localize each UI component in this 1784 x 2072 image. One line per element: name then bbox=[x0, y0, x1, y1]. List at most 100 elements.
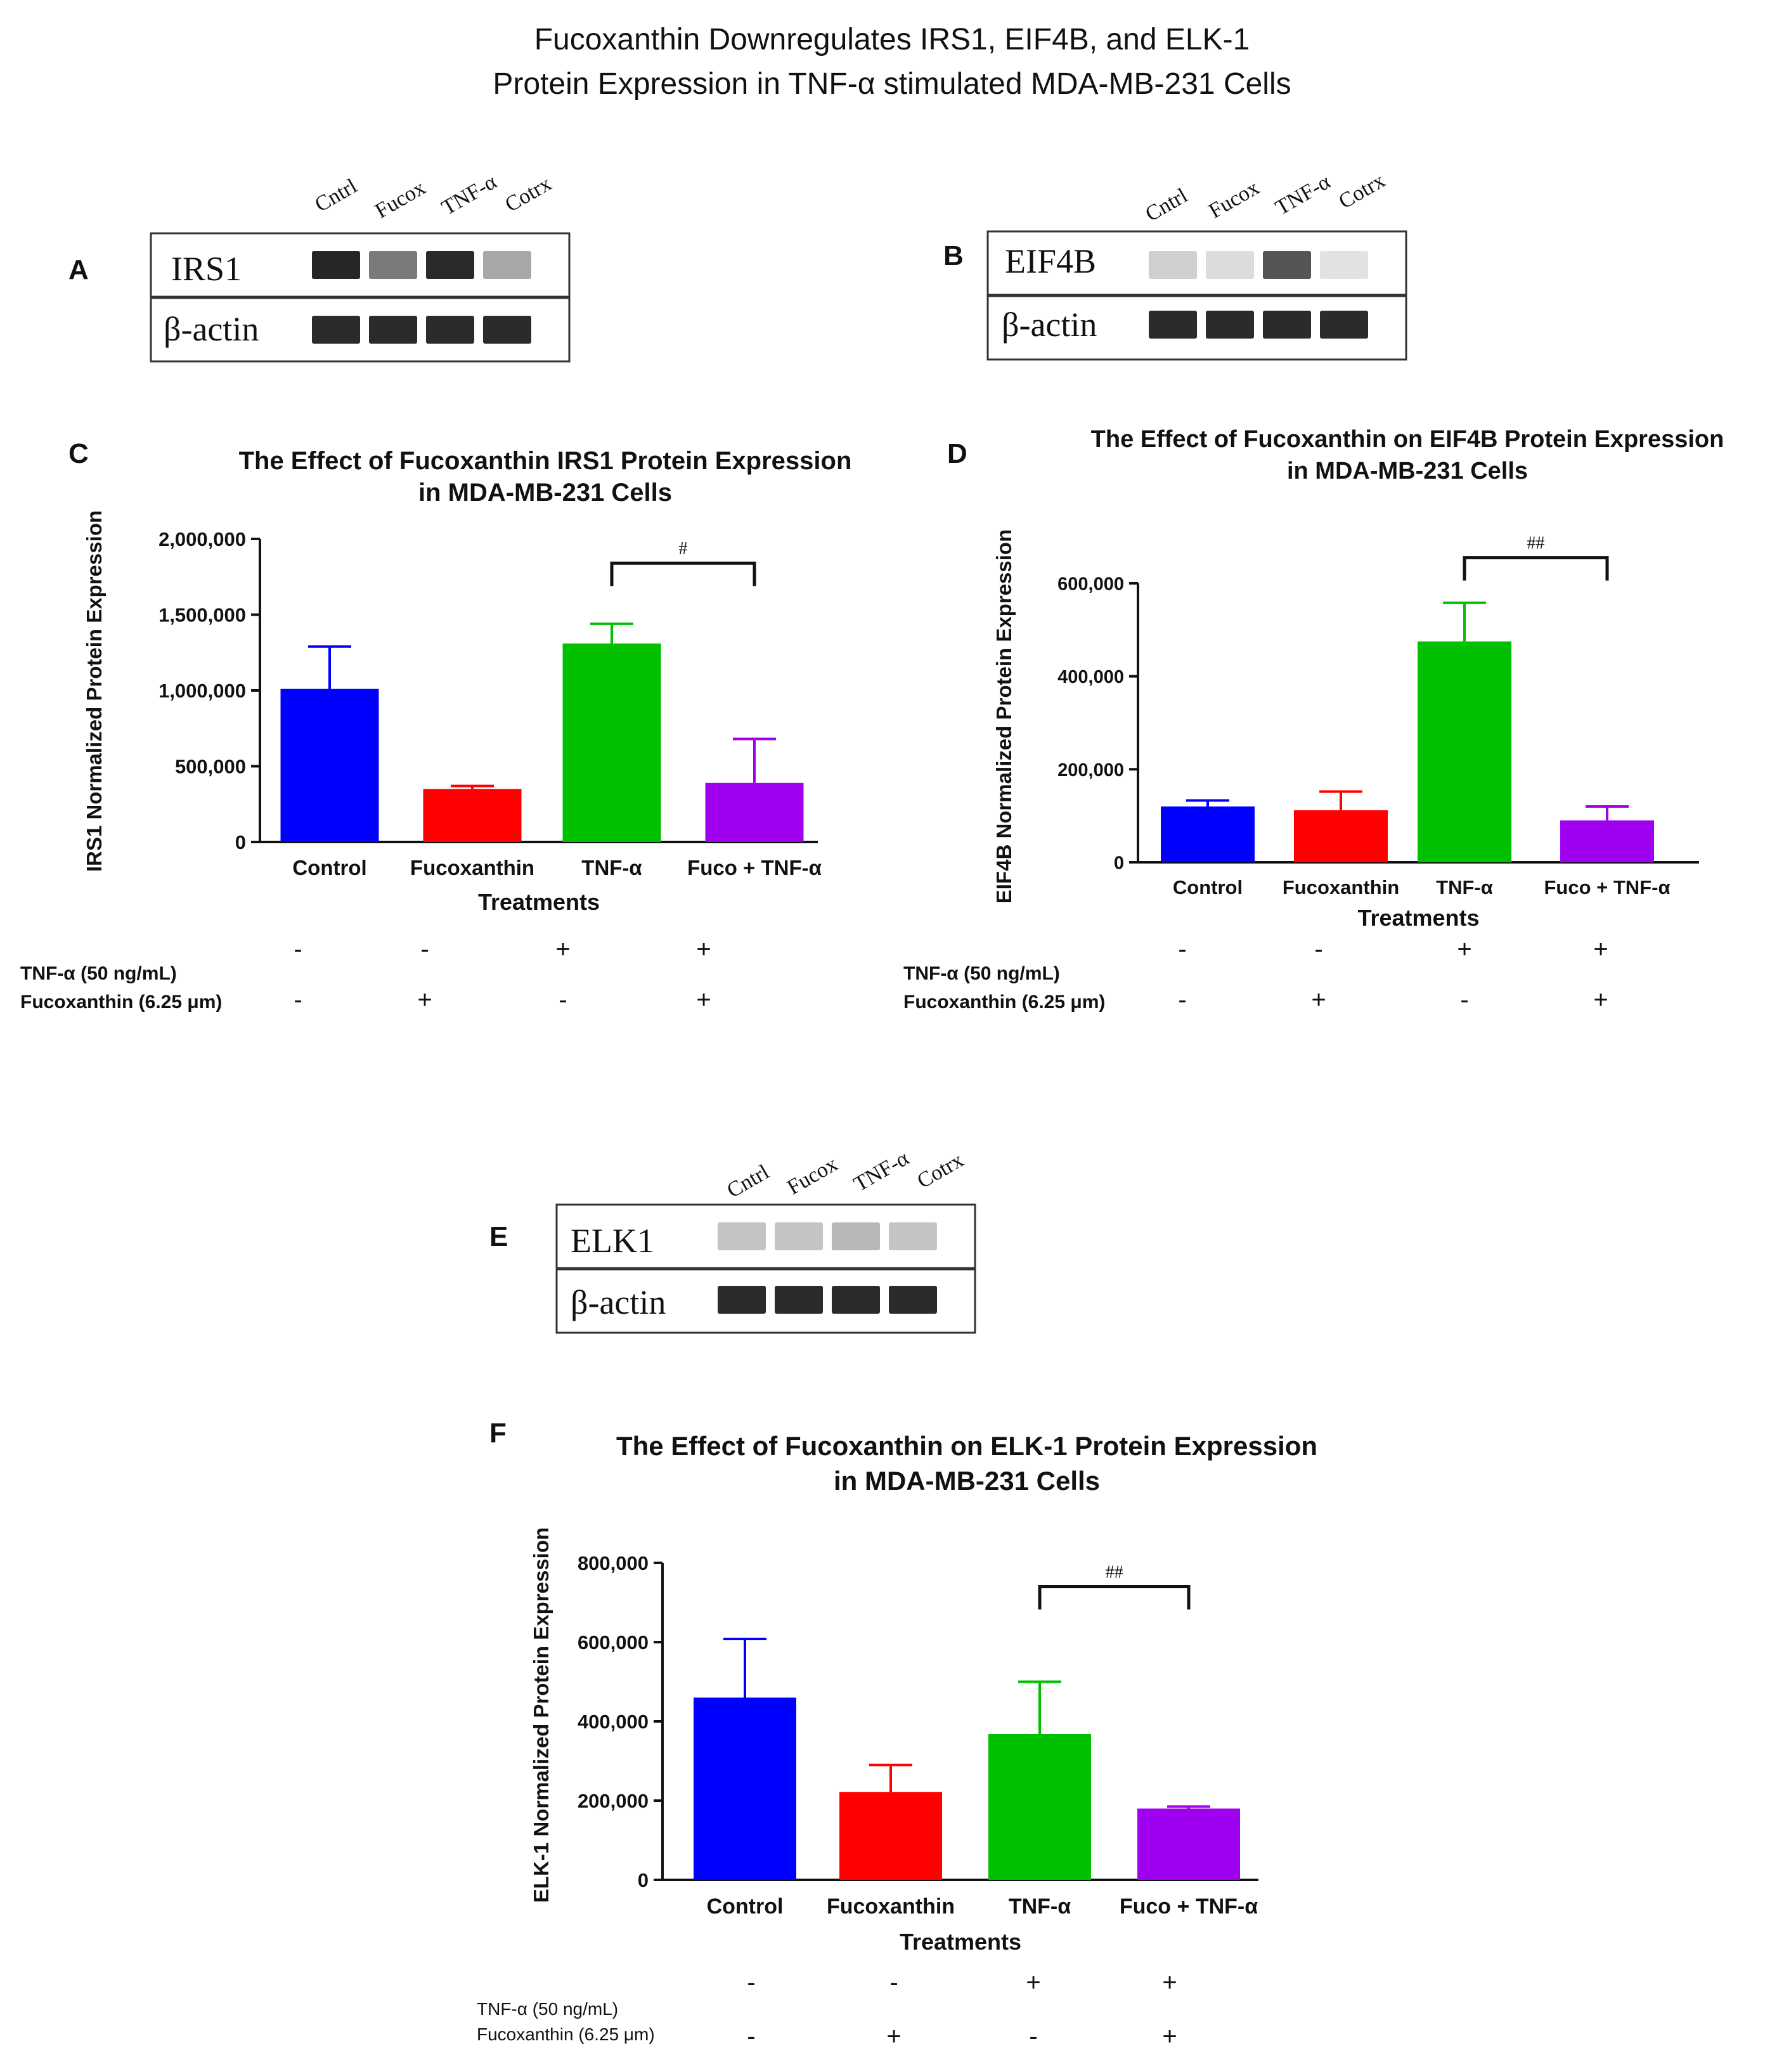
lane-label-fucox: Fucox bbox=[784, 1152, 842, 1200]
treatment-sign: + bbox=[1593, 935, 1608, 963]
y-tick-label: 200,000 bbox=[1057, 760, 1124, 780]
category-label: TNF-α bbox=[581, 856, 642, 879]
y-tick-label: 400,000 bbox=[578, 1711, 649, 1733]
lane-labels: Cntrl Fucox TNF-α Cotrx bbox=[311, 170, 556, 223]
treatment-label-tnf: TNF-α (50 ng/mL) bbox=[477, 1999, 618, 2019]
treatment-sign: + bbox=[1026, 1969, 1040, 1997]
significance-bracket bbox=[610, 561, 756, 586]
blot-band bbox=[369, 251, 417, 279]
lane-labels: Cntrl Fucox TNF-α Cotrx bbox=[723, 1146, 968, 1203]
lane-label-tnf: TNF-α bbox=[1272, 170, 1335, 220]
treatment-sign: + bbox=[1593, 986, 1608, 1014]
bar-chart-eif4b: The Effect of Fucoxanthin on EIF4B Prote… bbox=[992, 426, 1724, 931]
treatment-sign: - bbox=[747, 2023, 755, 2050]
blot-row-label-beta-actin: β-actin bbox=[1002, 306, 1097, 344]
panel-letter-b: B bbox=[943, 240, 964, 271]
y-axis-label: EIF4B Normalized Protein Expression bbox=[992, 529, 1016, 904]
blot-row-label-beta-actin: β-actin bbox=[571, 1283, 666, 1321]
treatment-sign: - bbox=[1178, 986, 1186, 1014]
y-tick-label: 800,000 bbox=[578, 1552, 649, 1574]
bar bbox=[423, 789, 522, 842]
y-tick-label: 400,000 bbox=[1057, 667, 1124, 687]
treatment-sign: - bbox=[294, 986, 302, 1014]
chart-title: in MDA-MB-231 Cells bbox=[418, 479, 672, 507]
y-tick-label: 1,000,000 bbox=[158, 680, 246, 702]
lane-label-fucox: Fucox bbox=[372, 176, 430, 223]
treatment-label-fucoxanthin: Fucoxanthin (6.25 μm) bbox=[903, 992, 1105, 1013]
treatment-sign: + bbox=[555, 935, 570, 963]
blot-row-label-irs1: IRS1 bbox=[171, 250, 242, 288]
bar bbox=[839, 1792, 942, 1880]
treatment-sign: + bbox=[1162, 1969, 1177, 1997]
treatment-sign: - bbox=[1178, 935, 1186, 963]
blot-band bbox=[718, 1286, 766, 1314]
figure-title-line2: Protein Expression in TNF-α stimulated M… bbox=[493, 67, 1291, 101]
treatment-sign: + bbox=[886, 2023, 901, 2050]
category-label: Fuco + TNF-α bbox=[687, 856, 822, 879]
blot-band bbox=[1149, 251, 1197, 279]
bar-chart-irs1: The Effect of Fucoxanthin IRS1 Protein E… bbox=[82, 447, 851, 915]
bar bbox=[1418, 641, 1511, 862]
blot-band bbox=[775, 1286, 823, 1314]
treatment-sign: - bbox=[1460, 986, 1468, 1014]
lane-label-fucox: Fucox bbox=[1205, 176, 1264, 223]
bar bbox=[1560, 820, 1654, 862]
lane-label-cntrl: Cntrl bbox=[1142, 184, 1192, 226]
treatment-sign: - bbox=[1029, 2023, 1037, 2050]
treatment-legend-f: TNF-α (50 ng/mL) Fucoxanthin (6.25 μm) - - -… bbox=[477, 1969, 1177, 2050]
y-tick-label: 0 bbox=[638, 1869, 649, 1891]
treatment-sign: + bbox=[696, 986, 711, 1014]
bar bbox=[1161, 806, 1255, 862]
treatment-label-fucoxanthin: Fucoxanthin (6.25 μm) bbox=[477, 2024, 655, 2044]
lane-label-tnf: TNF-α bbox=[438, 170, 501, 220]
blot-row-label-beta-actin: β-actin bbox=[164, 310, 259, 348]
y-tick-label: 600,000 bbox=[1057, 574, 1124, 594]
category-label: TNF-α bbox=[1436, 876, 1493, 898]
category-label: Control bbox=[292, 856, 366, 879]
blot-band bbox=[426, 316, 474, 344]
treatment-sign: - bbox=[889, 1969, 898, 1997]
lane-label-cntrl: Cntrl bbox=[723, 1160, 773, 1203]
treatment-sign: - bbox=[1314, 935, 1322, 963]
lane-label-cotrx: Cotrx bbox=[914, 1148, 968, 1193]
treatment-sign: + bbox=[417, 986, 432, 1014]
x-axis-label: Treatments bbox=[478, 889, 600, 915]
blot-band bbox=[1263, 311, 1311, 339]
category-label: Fucoxanthin bbox=[1283, 876, 1399, 898]
significance-label: ## bbox=[1527, 534, 1545, 554]
lane-label-cntrl: Cntrl bbox=[311, 174, 361, 217]
x-axis-label: Treatments bbox=[900, 1929, 1021, 1955]
blot-band bbox=[1149, 311, 1197, 339]
panel-letter-a: A bbox=[68, 254, 89, 285]
significance-label: # bbox=[679, 539, 688, 559]
blot-band bbox=[718, 1222, 766, 1250]
y-tick-label: 500,000 bbox=[175, 756, 246, 778]
panel-letter-c: C bbox=[68, 438, 89, 469]
y-tick-label: 2,000,000 bbox=[158, 528, 246, 550]
blot-band bbox=[889, 1286, 937, 1314]
significance-bracket bbox=[1038, 1585, 1191, 1610]
treatment-sign: - bbox=[559, 986, 567, 1014]
blot-band bbox=[1320, 311, 1368, 339]
blot-band bbox=[1206, 251, 1254, 279]
blot-band bbox=[832, 1222, 880, 1250]
category-label: Fucoxanthin bbox=[827, 1894, 955, 1919]
treatment-sign: + bbox=[696, 935, 711, 963]
treatment-sign: - bbox=[420, 935, 429, 963]
lane-label-cotrx: Cotrx bbox=[501, 172, 556, 217]
category-label: Fuco + TNF-α bbox=[1544, 876, 1670, 898]
blot-band bbox=[1320, 251, 1368, 279]
chart-title: in MDA-MB-231 Cells bbox=[834, 1466, 1100, 1496]
bar-chart-elk1: The Effect of Fucoxanthin on ELK-1 Prote… bbox=[529, 1431, 1317, 1955]
lane-label-tnf: TNF-α bbox=[850, 1146, 914, 1196]
blot-band bbox=[483, 316, 531, 344]
panel-letter-e: E bbox=[489, 1221, 508, 1252]
blot-band bbox=[832, 1286, 880, 1314]
chart-title: The Effect of Fucoxanthin IRS1 Protein E… bbox=[239, 447, 852, 475]
blot-row-label-elk1: ELK1 bbox=[571, 1222, 654, 1260]
significance-bracket bbox=[1463, 556, 1609, 581]
treatment-label-tnf: TNF-α (50 ng/mL) bbox=[20, 963, 177, 984]
bar bbox=[988, 1734, 1091, 1880]
chart-title: The Effect of Fucoxanthin on EIF4B Prote… bbox=[1091, 426, 1724, 453]
category-label: Fuco + TNF-α bbox=[1120, 1894, 1258, 1919]
